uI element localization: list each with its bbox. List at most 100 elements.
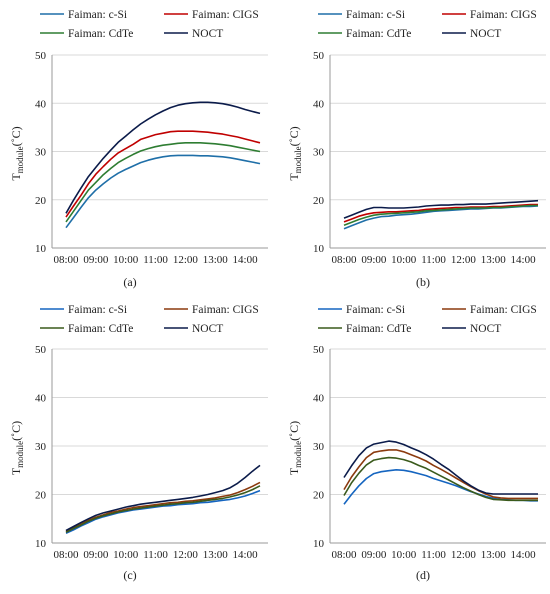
x-tick-label: 09:00 [361, 549, 387, 561]
y-axis-label: Tmodule(˚C) [9, 126, 25, 180]
x-tick-label: 12:00 [173, 549, 199, 561]
y-tick-label: 20 [313, 195, 325, 207]
x-tick-label: 11:00 [421, 254, 446, 266]
y-axis-label-main: T [9, 173, 23, 181]
y-tick-label: 30 [313, 147, 325, 159]
series-line-4 [65, 464, 261, 532]
x-tick-label: 12:00 [173, 254, 199, 266]
x-tick-label: 09:00 [361, 254, 387, 266]
legend-label: Faiman: CIGS [192, 9, 259, 21]
series-line-4 [65, 101, 261, 214]
y-tick-label: 10 [313, 243, 325, 255]
y-axis-label-unit: (˚C) [9, 421, 23, 441]
y-axis-label-sub: module [293, 146, 303, 173]
series-line-1 [65, 154, 261, 229]
legend-label: Faiman: c-Si [68, 304, 127, 316]
x-tick-label: 11:00 [143, 254, 168, 266]
y-tick-label: 20 [35, 195, 47, 207]
y-axis-label-unit: (˚C) [9, 126, 23, 146]
legend-label: NOCT [470, 28, 501, 40]
panel-d: 10 20 30 40 50 08:00 09:00 10:00 11:00 12:00 13:00… [287, 304, 546, 582]
y-axis-label-main: T [9, 467, 23, 475]
series-line-3 [343, 456, 538, 502]
panel-a: 10 20 30 40 50 08:00 09:00 10:00 11:00 12:00 13:00… [9, 9, 268, 289]
panel-label: (d) [416, 568, 430, 582]
x-tick-label: 08:00 [53, 549, 79, 561]
legend-label: Faiman: CdTe [68, 28, 133, 40]
series-line-2 [343, 449, 538, 500]
y-axis-label-unit: (˚C) [287, 421, 301, 441]
legend-label: Faiman: c-Si [68, 9, 127, 21]
series-line-1 [65, 489, 261, 535]
x-tick-label: 13:00 [203, 254, 229, 266]
x-tick-label: 10:00 [113, 549, 139, 561]
y-axis-label-sub: module [293, 441, 303, 468]
legend-label: Faiman: c-Si [346, 304, 405, 316]
y-axis-label: Tmodule(˚C) [287, 421, 303, 475]
x-tick-label: 13:00 [481, 254, 507, 266]
x-tick-label: 14:00 [233, 549, 259, 561]
series-line-2 [343, 203, 538, 223]
y-tick-label: 50 [313, 344, 325, 356]
legend-label: Faiman: CIGS [470, 304, 537, 316]
legend-label: Faiman: CdTe [68, 323, 133, 335]
y-tick-label: 40 [35, 98, 47, 110]
y-tick-label: 30 [35, 441, 47, 453]
series-line-2 [65, 130, 261, 218]
y-tick-label: 10 [313, 538, 325, 550]
y-tick-label: 50 [313, 50, 325, 62]
legend-label: NOCT [192, 28, 223, 40]
x-tick-label: 08:00 [331, 549, 357, 561]
x-tick-label: 14:00 [233, 254, 259, 266]
series-line-3 [65, 485, 261, 534]
y-tick-label: 40 [35, 393, 47, 405]
x-tick-label: 08:00 [53, 254, 79, 266]
legend-label: Faiman: CdTe [346, 323, 411, 335]
y-tick-label: 50 [35, 50, 47, 62]
legend-label: NOCT [470, 323, 501, 335]
y-axis-label: Tmodule(˚C) [9, 421, 25, 475]
y-tick-label: 50 [35, 344, 47, 356]
series-line-4 [343, 199, 539, 219]
legend-label: Faiman: c-Si [346, 9, 405, 21]
y-tick-label: 40 [313, 98, 325, 110]
panel-label: (a) [123, 275, 136, 289]
y-axis-label-main: T [287, 173, 301, 181]
legend-label: NOCT [192, 323, 223, 335]
series-line-3 [343, 204, 538, 227]
y-tick-label: 40 [313, 393, 325, 405]
panel-label: (b) [416, 275, 430, 289]
series-line-4 [343, 440, 538, 495]
y-axis-label-sub: module [15, 441, 25, 468]
series-line-2 [65, 481, 261, 533]
series-line-3 [65, 142, 261, 223]
y-tick-label: 30 [35, 147, 47, 159]
x-tick-label: 12:00 [451, 549, 477, 561]
y-axis-label-sub: module [15, 146, 25, 173]
x-tick-label: 10:00 [113, 254, 139, 266]
y-tick-label: 10 [35, 243, 47, 255]
x-tick-label: 13:00 [481, 549, 507, 561]
panel-c: 10 20 30 40 50 08:00 09:00 10:00 11:00 12:00 13:00… [9, 304, 268, 582]
y-axis-label: Tmodule(˚C) [287, 126, 303, 180]
x-tick-label: 09:00 [83, 549, 109, 561]
x-tick-label: 10:00 [391, 254, 417, 266]
y-tick-label: 30 [313, 441, 325, 453]
x-tick-label: 13:00 [203, 549, 229, 561]
legend-label: Faiman: CIGS [470, 9, 537, 21]
y-axis-label-main: T [287, 467, 301, 475]
y-tick-label: 20 [313, 490, 325, 502]
x-tick-label: 08:00 [331, 254, 357, 266]
x-tick-label: 11:00 [421, 549, 446, 561]
x-tick-label: 14:00 [511, 254, 537, 266]
x-tick-label: 14:00 [511, 549, 537, 561]
x-tick-label: 10:00 [391, 549, 417, 561]
x-tick-label: 11:00 [143, 549, 168, 561]
y-axis-label-unit: (˚C) [287, 126, 301, 146]
panel-label: (c) [123, 568, 136, 582]
legend-label: Faiman: CdTe [346, 28, 411, 40]
panel-b: 10 20 30 40 50 08:00 09:00 10:00 11:00 12:00 13:00… [287, 9, 546, 289]
legend-label: Faiman: CIGS [192, 304, 259, 316]
